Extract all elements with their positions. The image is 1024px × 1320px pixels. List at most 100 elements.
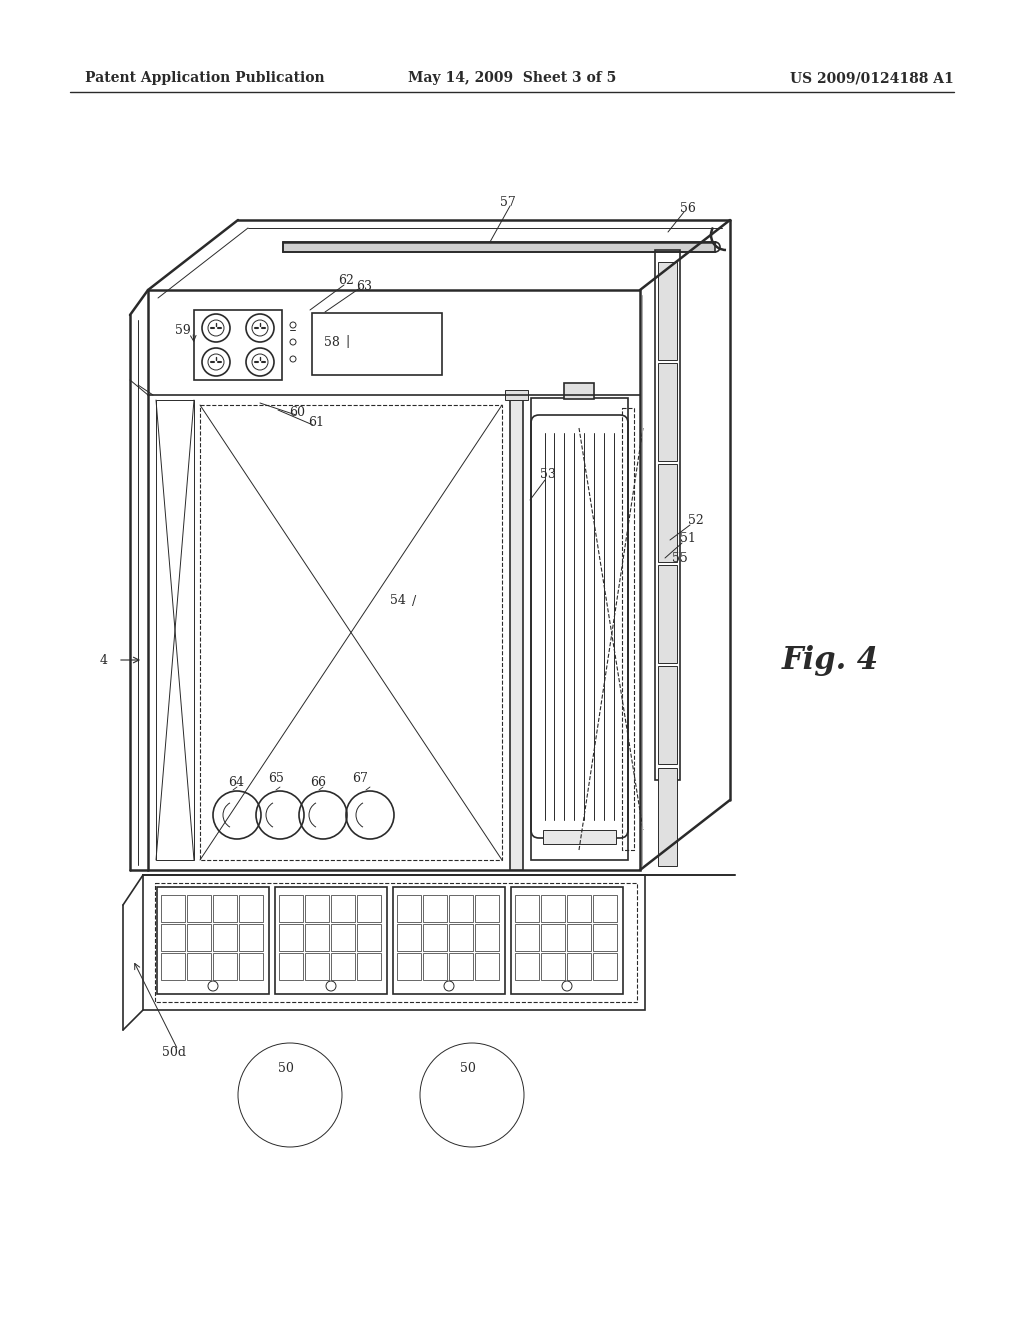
Text: |: | xyxy=(345,334,349,347)
Bar xyxy=(531,399,628,861)
Text: 64: 64 xyxy=(228,776,244,788)
Bar xyxy=(213,924,237,950)
Bar xyxy=(161,953,185,979)
Bar xyxy=(187,953,211,979)
Bar xyxy=(475,924,499,950)
Bar xyxy=(305,924,329,950)
Text: 57: 57 xyxy=(500,195,516,209)
Text: 65: 65 xyxy=(268,772,284,785)
Bar xyxy=(567,924,591,950)
Bar xyxy=(543,830,616,843)
Bar xyxy=(331,895,355,921)
Text: Fig. 4: Fig. 4 xyxy=(782,644,880,676)
Text: 63: 63 xyxy=(356,280,372,293)
Bar xyxy=(515,924,539,950)
Bar xyxy=(213,895,237,921)
Bar xyxy=(658,565,677,663)
Bar xyxy=(275,887,387,994)
Text: 61: 61 xyxy=(308,417,324,429)
Bar xyxy=(397,953,421,979)
Text: 62: 62 xyxy=(338,273,354,286)
Text: Patent Application Publication: Patent Application Publication xyxy=(85,71,325,84)
Bar xyxy=(239,895,263,921)
Bar xyxy=(155,883,637,1002)
Bar xyxy=(187,924,211,950)
Text: May 14, 2009  Sheet 3 of 5: May 14, 2009 Sheet 3 of 5 xyxy=(408,71,616,84)
Bar xyxy=(658,768,677,866)
Bar xyxy=(423,895,447,921)
Bar xyxy=(658,465,677,562)
Bar xyxy=(423,924,447,950)
Bar xyxy=(161,924,185,950)
Bar xyxy=(541,895,565,921)
Bar xyxy=(148,290,640,870)
Text: 55: 55 xyxy=(672,552,688,565)
Text: 56: 56 xyxy=(680,202,696,214)
Bar xyxy=(357,895,381,921)
Bar xyxy=(658,363,677,461)
Bar xyxy=(567,895,591,921)
Text: 50d: 50d xyxy=(162,1045,186,1059)
Bar xyxy=(143,875,645,1010)
Bar xyxy=(239,953,263,979)
Bar xyxy=(312,313,442,375)
Bar xyxy=(515,953,539,979)
Bar xyxy=(449,953,473,979)
Bar xyxy=(187,895,211,921)
Bar xyxy=(475,953,499,979)
Bar xyxy=(541,924,565,950)
Bar xyxy=(541,953,565,979)
Bar xyxy=(564,383,594,399)
Text: 66: 66 xyxy=(310,776,326,788)
Bar xyxy=(200,405,502,861)
Bar xyxy=(305,953,329,979)
Text: US 2009/0124188 A1: US 2009/0124188 A1 xyxy=(790,71,953,84)
Bar xyxy=(213,953,237,979)
Bar xyxy=(655,249,680,780)
Bar xyxy=(505,389,528,400)
Bar xyxy=(622,408,634,850)
Bar xyxy=(357,924,381,950)
Bar xyxy=(279,953,303,979)
Text: /: / xyxy=(412,595,416,609)
Bar xyxy=(593,924,617,950)
Bar xyxy=(449,895,473,921)
Bar xyxy=(239,924,263,950)
Bar xyxy=(161,895,185,921)
Bar xyxy=(357,953,381,979)
Text: 67: 67 xyxy=(352,772,368,785)
Bar xyxy=(658,667,677,764)
Bar xyxy=(157,887,269,994)
Bar xyxy=(515,895,539,921)
Bar xyxy=(475,895,499,921)
Bar xyxy=(510,399,523,870)
Bar xyxy=(194,310,282,380)
Text: 58: 58 xyxy=(324,337,340,350)
Bar xyxy=(331,953,355,979)
Bar xyxy=(279,895,303,921)
Bar xyxy=(449,924,473,950)
Text: 59: 59 xyxy=(175,323,190,337)
Bar xyxy=(658,261,677,360)
Bar xyxy=(393,887,505,994)
Bar xyxy=(397,895,421,921)
Bar xyxy=(283,242,715,252)
Text: 4: 4 xyxy=(100,653,108,667)
Text: 60: 60 xyxy=(289,407,305,420)
Bar xyxy=(305,895,329,921)
Text: 51: 51 xyxy=(680,532,696,544)
Bar xyxy=(397,924,421,950)
Bar xyxy=(423,953,447,979)
Bar xyxy=(511,887,623,994)
Text: 54: 54 xyxy=(390,594,406,606)
Bar xyxy=(331,924,355,950)
Bar xyxy=(593,895,617,921)
Text: 50: 50 xyxy=(460,1061,476,1074)
Bar xyxy=(156,400,194,861)
Text: 52: 52 xyxy=(688,513,703,527)
Text: 53: 53 xyxy=(540,469,556,482)
Bar xyxy=(279,924,303,950)
Text: 50: 50 xyxy=(278,1061,294,1074)
Bar xyxy=(593,953,617,979)
Bar xyxy=(567,953,591,979)
